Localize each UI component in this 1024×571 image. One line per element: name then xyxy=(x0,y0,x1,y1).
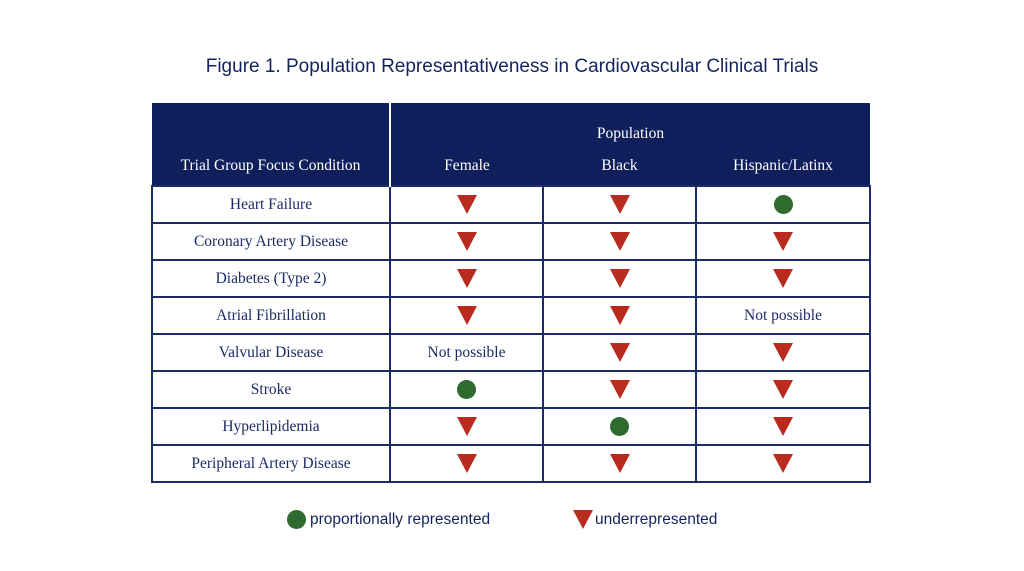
condition-cell: Stroke xyxy=(151,370,391,409)
not-possible-text: Not possible xyxy=(744,306,822,324)
table-row: Stroke xyxy=(151,370,872,409)
condition-cell: Valvular Disease xyxy=(151,333,391,372)
status-cell-hispanic-latinx xyxy=(694,185,872,224)
first-column-header: Trial Group Focus Condition xyxy=(152,147,391,186)
table-row: Hyperlipidemia xyxy=(151,407,872,446)
figure-title: Figure 1. Population Representativeness … xyxy=(205,56,819,77)
header-corner-cell xyxy=(152,103,391,147)
header-row-columns: Trial Group Focus Condition Female Black… xyxy=(152,147,871,186)
red-down-triangle-icon xyxy=(609,269,630,288)
status-cell-hispanic-latinx xyxy=(694,444,872,483)
status-cell-hispanic-latinx xyxy=(694,407,872,446)
status-cell-hispanic-latinx xyxy=(694,222,872,261)
red-down-triangle-icon xyxy=(456,454,477,473)
status-cell-female xyxy=(389,222,544,261)
red-down-triangle-icon xyxy=(773,417,793,436)
red-down-triangle-icon xyxy=(773,269,793,288)
red-down-triangle-icon xyxy=(456,232,477,251)
condition-cell: Diabetes (Type 2) xyxy=(151,259,391,298)
condition-cell: Coronary Artery Disease xyxy=(151,222,391,261)
status-cell-black xyxy=(542,185,697,224)
green-circle-icon xyxy=(773,195,793,214)
status-cell-female xyxy=(389,259,544,298)
status-cell-black xyxy=(542,370,697,409)
red-down-triangle-icon xyxy=(609,380,630,399)
status-cell-black xyxy=(542,259,697,298)
status-cell-female xyxy=(389,444,544,483)
red-down-triangle-icon xyxy=(773,232,793,251)
status-cell-hispanic-latinx: Not possible xyxy=(694,296,872,335)
table-row: Diabetes (Type 2) xyxy=(151,259,872,298)
status-cell-hispanic-latinx xyxy=(694,259,872,298)
column-header-black: Black xyxy=(543,147,696,186)
red-down-triangle-icon xyxy=(609,454,630,473)
legend-item-proportional: proportionally represented xyxy=(287,510,490,529)
red-down-triangle-icon xyxy=(456,195,477,214)
table-row: Peripheral Artery Disease xyxy=(151,444,872,483)
red-down-triangle-icon xyxy=(773,454,793,473)
status-cell-black xyxy=(542,222,697,261)
header-row-group: Population xyxy=(152,103,871,147)
green-circle-icon xyxy=(287,510,306,529)
condition-cell: Hyperlipidemia xyxy=(151,407,391,446)
red-down-triangle-icon xyxy=(609,343,630,362)
table-row: Heart Failure xyxy=(151,185,872,224)
not-possible-text: Not possible xyxy=(427,343,506,361)
red-down-triangle-icon xyxy=(609,306,630,325)
legend-label-underrepresented: underrepresented xyxy=(595,510,718,528)
column-header-hispanic-latinx: Hispanic/Latinx xyxy=(696,147,871,186)
red-down-triangle-icon xyxy=(573,510,593,529)
status-cell-female xyxy=(389,296,544,335)
status-cell-black xyxy=(542,296,697,335)
status-cell-female: Not possible xyxy=(389,333,544,372)
red-down-triangle-icon xyxy=(609,195,630,214)
representativeness-table: Population Trial Group Focus Condition F… xyxy=(151,103,872,483)
status-cell-black xyxy=(542,444,697,483)
red-down-triangle-icon xyxy=(456,269,477,288)
green-circle-icon xyxy=(457,380,476,399)
status-cell-black xyxy=(542,407,697,446)
condition-cell: Heart Failure xyxy=(151,185,391,224)
column-header-female: Female xyxy=(390,147,543,186)
table-row: Valvular Disease Not possible xyxy=(151,333,872,372)
red-down-triangle-icon xyxy=(773,343,793,362)
red-down-triangle-icon xyxy=(609,232,630,251)
green-circle-icon xyxy=(610,417,629,436)
status-cell-female xyxy=(389,185,544,224)
condition-cell: Peripheral Artery Disease xyxy=(151,444,391,483)
red-down-triangle-icon xyxy=(456,306,477,325)
red-down-triangle-icon xyxy=(456,417,477,436)
status-cell-hispanic-latinx xyxy=(694,333,872,372)
condition-cell: Atrial Fibrillation xyxy=(151,296,391,335)
legend-item-underrepresented: underrepresented xyxy=(573,510,717,529)
table-row: Coronary Artery Disease xyxy=(151,222,872,261)
status-cell-black xyxy=(542,333,697,372)
legend-label-proportional: proportionally represented xyxy=(310,510,491,528)
population-group-header: Population xyxy=(390,103,871,147)
status-cell-female xyxy=(389,370,544,409)
status-cell-hispanic-latinx xyxy=(694,370,872,409)
red-down-triangle-icon xyxy=(773,380,793,399)
table-row: Atrial Fibrillation Not possible xyxy=(151,296,872,335)
status-cell-female xyxy=(389,407,544,446)
